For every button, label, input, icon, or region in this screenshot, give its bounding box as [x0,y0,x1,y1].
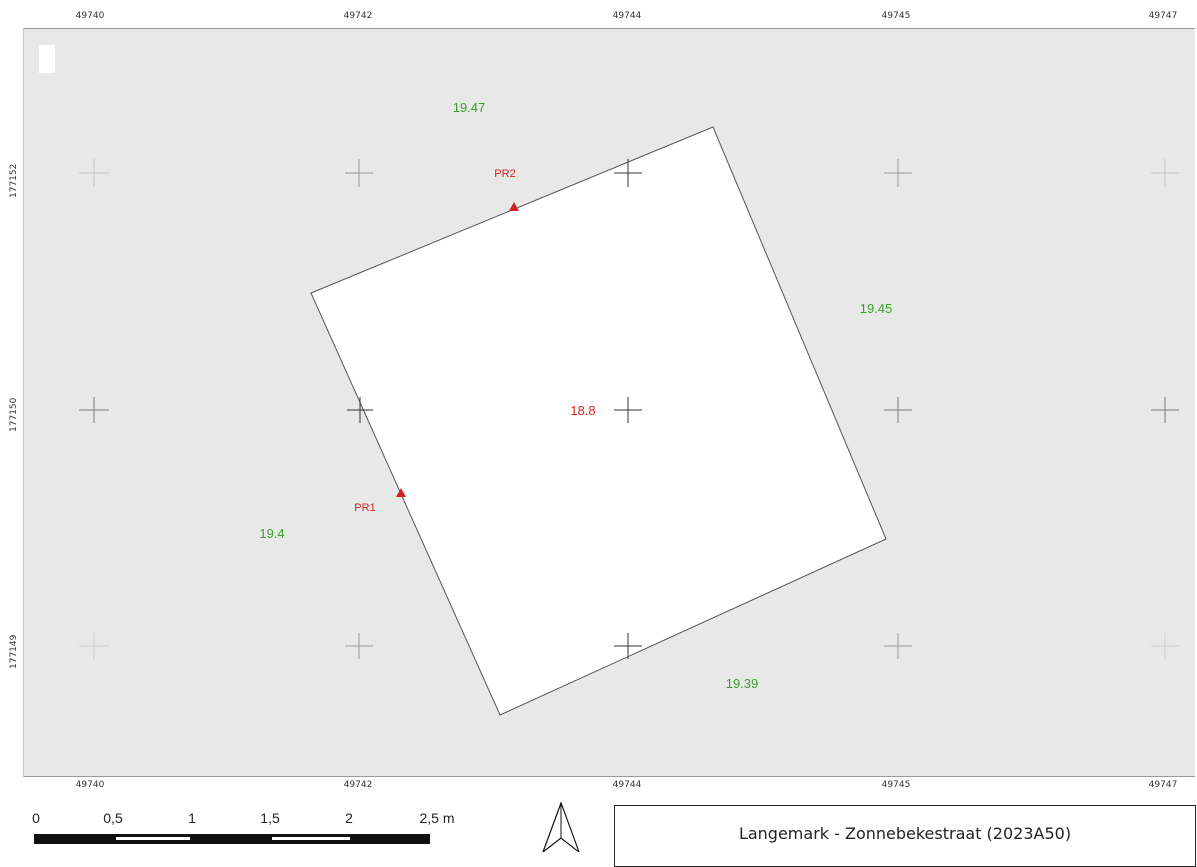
grid-label-left-2: 177150 [9,397,19,432]
scale-bar-graphic [34,834,430,844]
scale-tick-4: 2 [345,810,353,826]
grid-label-bottom-5: 49747 [1148,780,1178,790]
profile-label-pr2: PR2 [494,168,515,180]
profile-label-pr1: PR1 [354,502,375,514]
grid-label-left-3: 177149 [9,634,19,669]
grid-label-top-5: 49747 [1148,11,1178,21]
grid-label-bottom-1: 49740 [75,780,105,790]
elevation-interior: 18.8 [570,403,595,418]
grid-label-top-1: 49740 [75,11,105,21]
scale-tick-2: 1 [188,810,196,826]
profile-marker-pr1[interactable] [396,488,406,497]
scale-tick-0: 0 [32,810,40,826]
grid-label-bottom-4: 49745 [881,780,911,790]
map-title: Langemark - Zonnebekestraat (2023A50) [738,824,1072,843]
elevation-north: 19.47 [453,100,486,115]
grid-label-left-1: 177152 [9,163,19,198]
grid-label-bottom-3: 49744 [612,780,642,790]
grid-label-top-2: 49742 [343,11,373,21]
map-marker-rect [39,45,55,73]
profile-marker-pr2[interactable] [509,202,519,211]
grid-label-bottom-2: 49742 [343,780,373,790]
trench-polygon[interactable] [310,126,887,716]
north-arrow-icon [542,801,580,852]
elevation-south: 19.39 [726,676,759,691]
scale-tick-5: 2,5 m [419,810,455,826]
grid-label-top-4: 49745 [881,11,911,21]
scale-tick-3: 1,5 [260,810,280,826]
elevation-west: 19.4 [259,526,284,541]
grid-crosses [79,159,1179,659]
grid-label-top-3: 49744 [612,11,642,21]
grid-crosses-trench [347,159,642,659]
elevation-east: 19.45 [860,301,893,316]
map-canvas[interactable]: PR2 PR1 18.8 19.47 19.45 19.4 19.39 [23,28,1195,777]
scale-tick-1: 0,5 [103,810,123,826]
title-box: Langemark - Zonnebekestraat (2023A50) [614,805,1196,867]
